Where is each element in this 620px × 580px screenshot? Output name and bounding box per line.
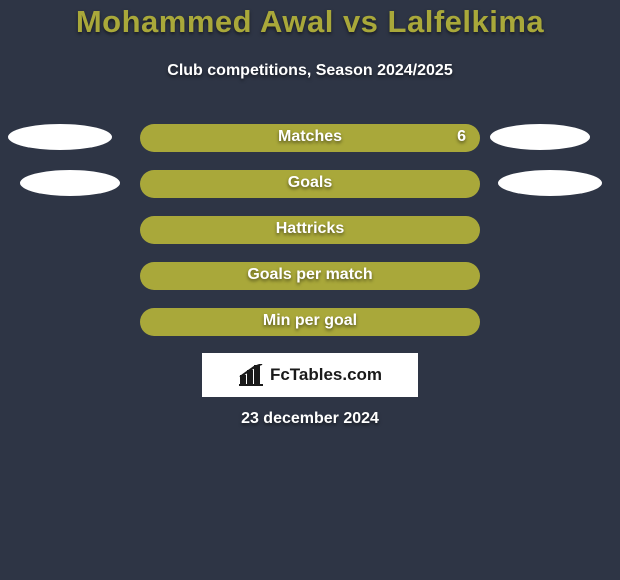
- stat-bar: Goals: [140, 170, 480, 198]
- comparison-infographic: Mohammed Awal vs Lalfelkima Club competi…: [0, 0, 620, 580]
- stat-label: Matches: [140, 128, 480, 146]
- stat-row: Min per goal: [0, 308, 620, 338]
- right-ellipse: [490, 124, 590, 150]
- stat-bar: Matches6: [140, 124, 480, 152]
- stat-bar: Hattricks: [140, 216, 480, 244]
- left-ellipse: [20, 170, 120, 196]
- stat-value: 6: [457, 128, 466, 146]
- stat-label: Min per goal: [140, 312, 480, 330]
- logo-text: FcTables.com: [270, 365, 382, 385]
- right-ellipse: [498, 170, 602, 196]
- logo: FcTables.com: [238, 364, 382, 386]
- stat-row: Hattricks: [0, 216, 620, 246]
- stat-label: Goals per match: [140, 266, 480, 284]
- vs-separator: vs: [343, 4, 378, 39]
- stat-bar: Min per goal: [140, 308, 480, 336]
- subtitle: Club competitions, Season 2024/2025: [0, 62, 620, 80]
- stat-row: Matches6: [0, 124, 620, 154]
- player1-name: Mohammed Awal: [76, 4, 334, 39]
- stat-bar: Goals per match: [140, 262, 480, 290]
- barchart-icon: [238, 364, 264, 386]
- stat-label: Hattricks: [140, 220, 480, 238]
- player2-name: Lalfelkima: [388, 4, 545, 39]
- stat-row: Goals per match: [0, 262, 620, 292]
- logo-box: FcTables.com: [202, 353, 418, 397]
- page-title: Mohammed Awal vs Lalfelkima: [0, 4, 620, 40]
- stat-row: Goals: [0, 170, 620, 200]
- date-label: 23 december 2024: [0, 410, 620, 428]
- stat-label: Goals: [140, 174, 480, 192]
- left-ellipse: [8, 124, 112, 150]
